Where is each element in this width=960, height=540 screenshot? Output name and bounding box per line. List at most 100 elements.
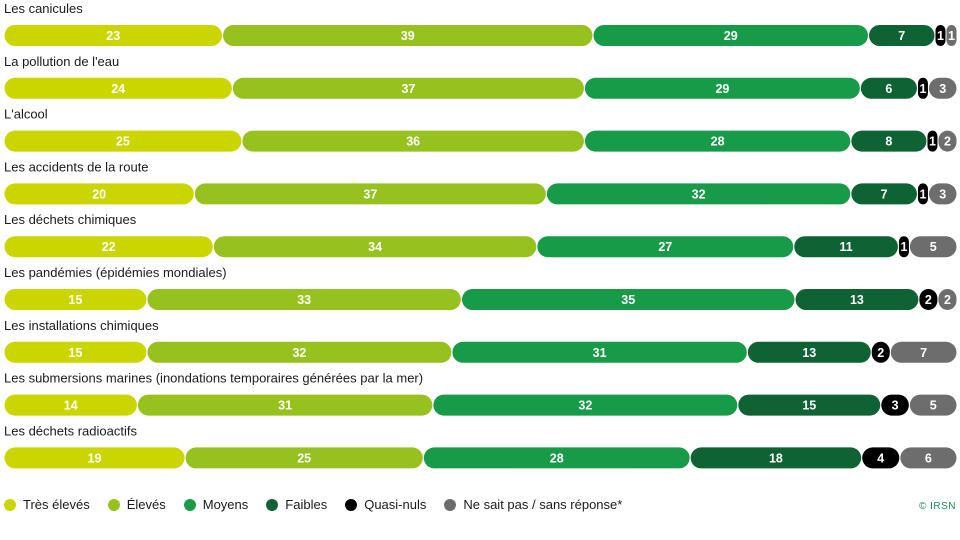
bar-segment bbox=[4, 183, 194, 205]
data-label: 3 bbox=[939, 82, 946, 96]
data-label: 24 bbox=[111, 82, 125, 96]
bar-segment bbox=[4, 341, 147, 363]
row-label: Les installations chimiques bbox=[4, 318, 159, 333]
bar-segment bbox=[137, 394, 433, 416]
data-label: 1 bbox=[919, 82, 926, 96]
row-label: Les pandémies (épidémies mondiales) bbox=[4, 265, 227, 280]
legend-swatch bbox=[107, 498, 120, 511]
bar-segment bbox=[546, 183, 851, 205]
data-label: 8 bbox=[885, 135, 892, 149]
legend-label: Ne sait pas / sans réponse* bbox=[463, 497, 623, 512]
bar-segment bbox=[881, 394, 909, 416]
legend-swatch bbox=[345, 498, 358, 511]
bar-segment bbox=[747, 341, 871, 363]
data-label: 1 bbox=[929, 135, 936, 149]
data-label: 2 bbox=[944, 135, 951, 149]
data-label: 15 bbox=[69, 346, 83, 360]
bar-segment bbox=[242, 130, 584, 152]
data-label: 29 bbox=[724, 29, 738, 43]
bar-segment bbox=[537, 236, 794, 258]
data-label: 13 bbox=[850, 293, 864, 307]
data-label: 37 bbox=[401, 82, 415, 96]
bar-segment bbox=[928, 183, 957, 205]
data-label: 4 bbox=[877, 451, 884, 465]
bar-segment bbox=[927, 130, 938, 152]
data-label: 28 bbox=[711, 135, 725, 149]
bar-segment bbox=[584, 77, 860, 99]
bar-segment bbox=[917, 183, 928, 205]
bar-segment bbox=[213, 236, 537, 258]
data-label: 35 bbox=[621, 293, 635, 307]
data-label: 1 bbox=[937, 29, 944, 43]
bar-segment bbox=[147, 289, 461, 310]
bar-segment bbox=[928, 77, 957, 99]
data-label: 36 bbox=[406, 135, 420, 149]
bar-segment bbox=[909, 394, 957, 416]
data-label: 1 bbox=[900, 240, 907, 254]
legend-item: Ne sait pas / sans réponse* bbox=[444, 497, 622, 512]
data-label: 14 bbox=[64, 399, 78, 413]
data-label: 11 bbox=[839, 240, 852, 254]
data-label: 15 bbox=[69, 293, 83, 307]
bar-segment bbox=[860, 77, 917, 99]
bar-segment bbox=[185, 447, 423, 469]
row-label: L'alcool bbox=[4, 107, 48, 122]
bar-segment bbox=[898, 236, 909, 258]
bar-segment bbox=[452, 341, 747, 363]
legend-item: Faibles bbox=[266, 497, 327, 512]
legend-item: Moyens bbox=[183, 497, 249, 512]
bar-segment bbox=[461, 289, 795, 310]
bar-segment bbox=[194, 183, 546, 205]
bar-segment bbox=[147, 341, 452, 363]
bar-segment bbox=[4, 236, 213, 258]
data-label: 28 bbox=[550, 451, 564, 465]
legend-swatch bbox=[4, 498, 16, 511]
row-label: Les accidents de la route bbox=[4, 159, 149, 174]
bar-segment bbox=[869, 25, 935, 46]
data-label: 25 bbox=[116, 135, 130, 149]
data-label: 39 bbox=[401, 29, 415, 43]
data-label: 37 bbox=[363, 187, 377, 201]
bar-segment bbox=[794, 236, 898, 258]
data-label: 3 bbox=[939, 187, 946, 201]
data-label: 13 bbox=[802, 346, 816, 360]
bar-segment bbox=[738, 394, 881, 416]
legend-swatch bbox=[444, 498, 457, 511]
bar-segment bbox=[423, 447, 690, 469]
data-label: 5 bbox=[930, 240, 937, 254]
data-label: 18 bbox=[769, 451, 783, 465]
data-label: 23 bbox=[106, 29, 120, 43]
bar-segment bbox=[909, 236, 957, 258]
credit-text: © IRSN bbox=[918, 501, 956, 512]
data-label: 1 bbox=[948, 29, 955, 43]
bar-segment bbox=[4, 394, 137, 416]
row-label: La pollution de l'eau bbox=[4, 54, 119, 69]
row-label: Les canicules bbox=[4, 1, 83, 16]
data-label: 27 bbox=[658, 240, 672, 254]
bar-segment bbox=[917, 77, 928, 99]
bar-segment bbox=[946, 25, 957, 46]
data-label: 2 bbox=[944, 293, 951, 307]
row-label: Les déchets chimiques bbox=[4, 212, 137, 227]
legend-item: Très élevés bbox=[4, 497, 90, 512]
bar-segment bbox=[938, 130, 957, 152]
legend-label: Élevés bbox=[126, 497, 166, 512]
bar-segment bbox=[890, 341, 957, 363]
bar-segment bbox=[4, 25, 222, 46]
data-label: 15 bbox=[802, 399, 816, 413]
bar-segment bbox=[4, 130, 242, 152]
bar-segment bbox=[232, 77, 584, 99]
data-label: 32 bbox=[692, 187, 706, 201]
bar-segment bbox=[862, 447, 900, 469]
data-label: 7 bbox=[920, 346, 927, 360]
data-label: 2 bbox=[925, 293, 932, 307]
legend-label: Moyens bbox=[202, 497, 249, 512]
bar-segment bbox=[871, 341, 890, 363]
data-label: 1 bbox=[919, 187, 926, 201]
data-label: 32 bbox=[578, 399, 592, 413]
bar-segment bbox=[223, 25, 593, 46]
data-label: 5 bbox=[930, 399, 937, 413]
legend-swatch bbox=[266, 498, 279, 511]
bar-segment bbox=[795, 289, 919, 310]
